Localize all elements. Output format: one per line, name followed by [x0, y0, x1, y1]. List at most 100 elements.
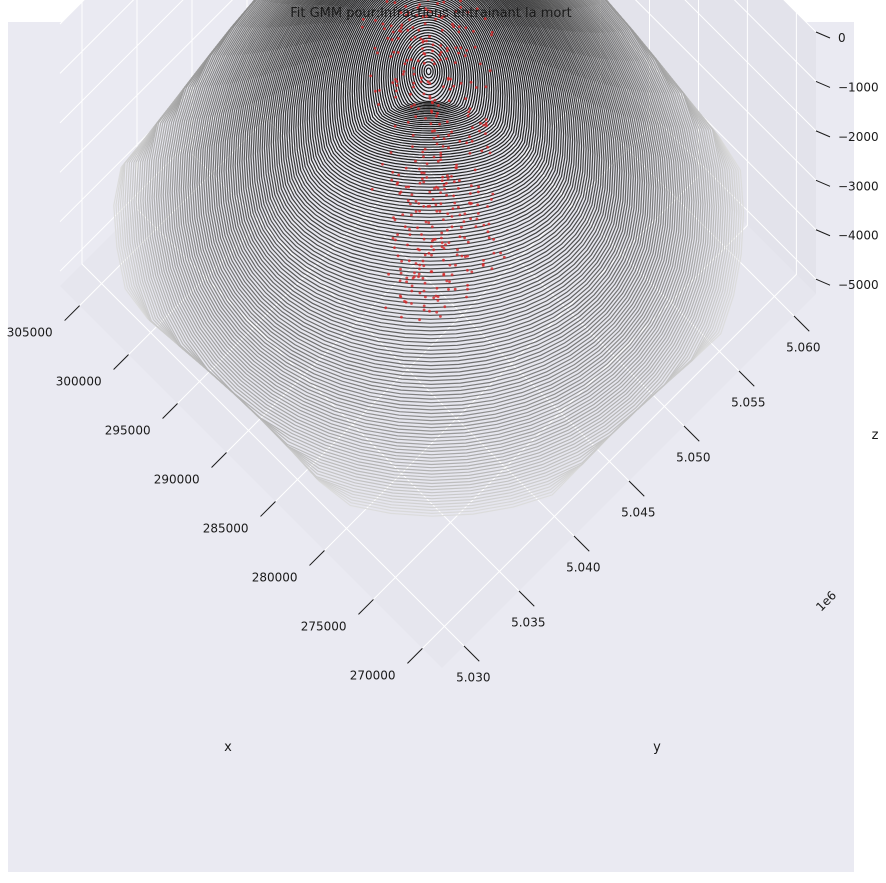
scatter-point	[408, 233, 412, 237]
scatter-point	[457, 205, 460, 209]
z-tick	[815, 130, 831, 138]
surface-contour	[194, 0, 664, 400]
surface-contour	[185, 0, 673, 415]
scatter-point	[412, 66, 415, 70]
scatter-point	[453, 287, 457, 291]
scatter-point	[423, 253, 427, 257]
surface-contour	[369, 0, 488, 132]
surface-contour	[227, 0, 630, 344]
scatter-point	[422, 304, 426, 308]
scatter-point	[451, 207, 455, 211]
scatter-point	[442, 14, 446, 18]
scatter-point	[446, 174, 449, 178]
surface-contour	[135, 0, 722, 488]
scatter-point	[397, 37, 400, 40]
scatter-point	[421, 15, 425, 19]
scatter-point	[436, 295, 440, 298]
scatter-point	[473, 45, 477, 49]
scatter-point	[409, 202, 412, 206]
scatter-point	[431, 43, 435, 47]
x-tick	[64, 305, 80, 321]
scatter-point	[394, 95, 398, 99]
scatter-point	[432, 136, 436, 140]
gridline-x	[128, 0, 484, 355]
surface-contour	[259, 0, 598, 289]
scatter-point	[412, 85, 415, 89]
scatter-point	[417, 28, 421, 32]
scatter-point	[484, 132, 487, 136]
surface-contour	[281, 0, 576, 251]
scatter-point	[399, 190, 403, 194]
scatter-point	[424, 295, 427, 299]
scatter-point	[384, 306, 388, 310]
surface-contour	[169, 0, 688, 439]
scatter-point	[463, 255, 467, 259]
scatter-point	[428, 97, 432, 100]
scatter-point	[502, 255, 506, 259]
scatter-point	[360, 25, 364, 29]
surface-contour	[306, 0, 551, 211]
scatter-point	[422, 180, 426, 184]
y-tick	[518, 590, 535, 607]
gridline-x	[275, 0, 650, 502]
scatter-point	[432, 155, 436, 159]
scatter-point	[415, 13, 419, 17]
scatter-point	[458, 139, 462, 143]
scatter-point	[391, 170, 395, 174]
scatter-point	[476, 190, 480, 194]
z-tick	[815, 229, 831, 237]
surface-contour	[347, 0, 511, 156]
surface-contour	[342, 0, 515, 162]
scatter-point	[485, 124, 488, 128]
scatter-point	[457, 25, 461, 29]
gridline-z	[59, 0, 817, 181]
x-tick	[260, 501, 276, 517]
surface-contour	[198, 0, 659, 393]
scatter-point	[469, 217, 472, 221]
scatter-point	[423, 281, 427, 285]
surface-contour	[236, 0, 621, 328]
scatter-point	[414, 115, 418, 119]
surface-contour	[189, 0, 668, 407]
scatter-point	[464, 97, 468, 100]
z-tick-label: 0	[838, 31, 846, 45]
surface-contour	[207, 0, 650, 378]
scatter-point	[429, 122, 433, 126]
scatter-point	[432, 248, 435, 252]
surface-contour	[376, 7, 481, 126]
scatter-point	[431, 49, 434, 53]
scatter-point	[405, 59, 409, 62]
scatter-point	[490, 198, 493, 201]
surface-contour	[335, 0, 522, 170]
scatter-point	[430, 253, 433, 257]
scatter-point	[410, 289, 414, 293]
surface-contour	[295, 0, 562, 229]
scatter-point	[463, 212, 467, 216]
scatter-point	[411, 276, 415, 280]
scatter-point	[389, 151, 393, 154]
scatter-point	[399, 267, 402, 271]
scatter-point	[386, 36, 390, 40]
surface-contour	[286, 0, 571, 244]
x-tick-label: 275000	[301, 619, 347, 633]
scatter-point	[435, 310, 439, 314]
scatter-point	[444, 57, 448, 61]
scatter-point	[428, 95, 432, 98]
scatter-point	[474, 225, 478, 229]
scatter-point	[457, 30, 461, 34]
scatter-point	[479, 62, 482, 66]
scatter-point	[381, 22, 385, 26]
scatter-point	[399, 26, 403, 29]
scatter-point	[441, 145, 445, 148]
scatter-point	[409, 38, 413, 41]
scatter-point	[455, 163, 458, 167]
scatter-point	[481, 262, 485, 266]
scatter-point	[422, 155, 425, 159]
z-tick	[815, 31, 831, 39]
scatter-point	[478, 129, 481, 133]
surface-contour	[320, 0, 538, 192]
surface-contour	[290, 0, 567, 236]
scatter-point	[488, 151, 492, 155]
scatter-point	[404, 185, 408, 189]
scatter-point	[466, 10, 470, 14]
